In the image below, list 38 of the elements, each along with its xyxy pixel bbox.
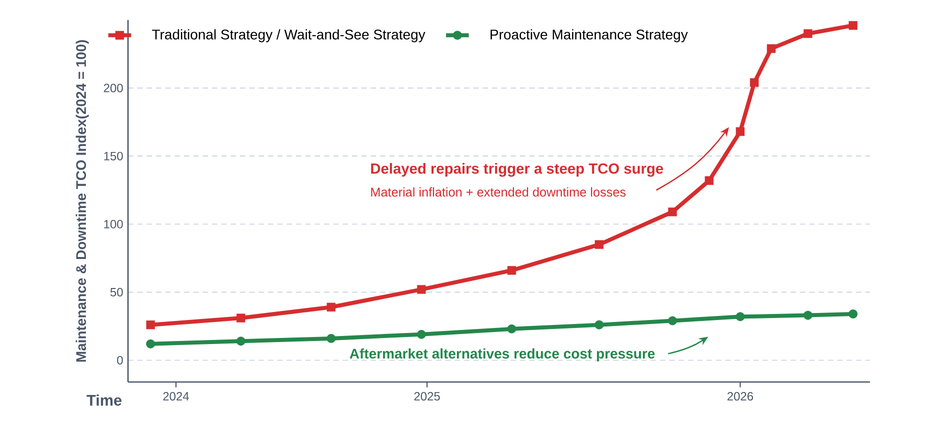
y-tick-label: 200 (104, 84, 123, 92)
annotation: Delayed repairs trigger a steep TCO surge (371, 162, 664, 177)
point (507, 324, 516, 334)
x-tick-label: 2026 (727, 392, 754, 401)
point (146, 339, 156, 348)
point (848, 21, 858, 30)
annotation: Aftermarket alternatives reduce cost pressure (350, 348, 655, 362)
point (594, 320, 604, 330)
x-tick-label: 2024 (163, 392, 189, 401)
legend-label: Traditional Strategy / Wait-and-See Strategy (152, 29, 426, 42)
point (804, 29, 812, 38)
point (146, 320, 155, 330)
point (736, 127, 745, 136)
legend-label: Proactive Maintenance Strategy (490, 29, 688, 42)
point (848, 309, 858, 318)
point (736, 312, 745, 322)
point (594, 240, 604, 249)
y-tick-label: 0 (117, 356, 123, 364)
point (326, 334, 336, 343)
point (236, 314, 246, 322)
y-tick-label: 50 (110, 288, 123, 296)
point (668, 316, 677, 326)
y-tick-label: 100 (104, 220, 123, 228)
point (416, 330, 426, 339)
y-axis-title: Maintenance & Downtime TCO Index(2024 = 100) (76, 40, 89, 362)
point (668, 208, 677, 216)
y-tick-label: 150 (104, 152, 123, 160)
x-tick-label: 2025 (414, 392, 440, 401)
point (766, 44, 776, 53)
point (507, 266, 516, 275)
point (417, 285, 426, 294)
point (704, 176, 714, 185)
x-axis-title: Time (86, 394, 122, 406)
point (750, 78, 759, 87)
annotation: Material inflation + extended downtime losses (371, 187, 626, 197)
point (236, 336, 246, 346)
point (803, 310, 812, 320)
point (326, 302, 336, 312)
